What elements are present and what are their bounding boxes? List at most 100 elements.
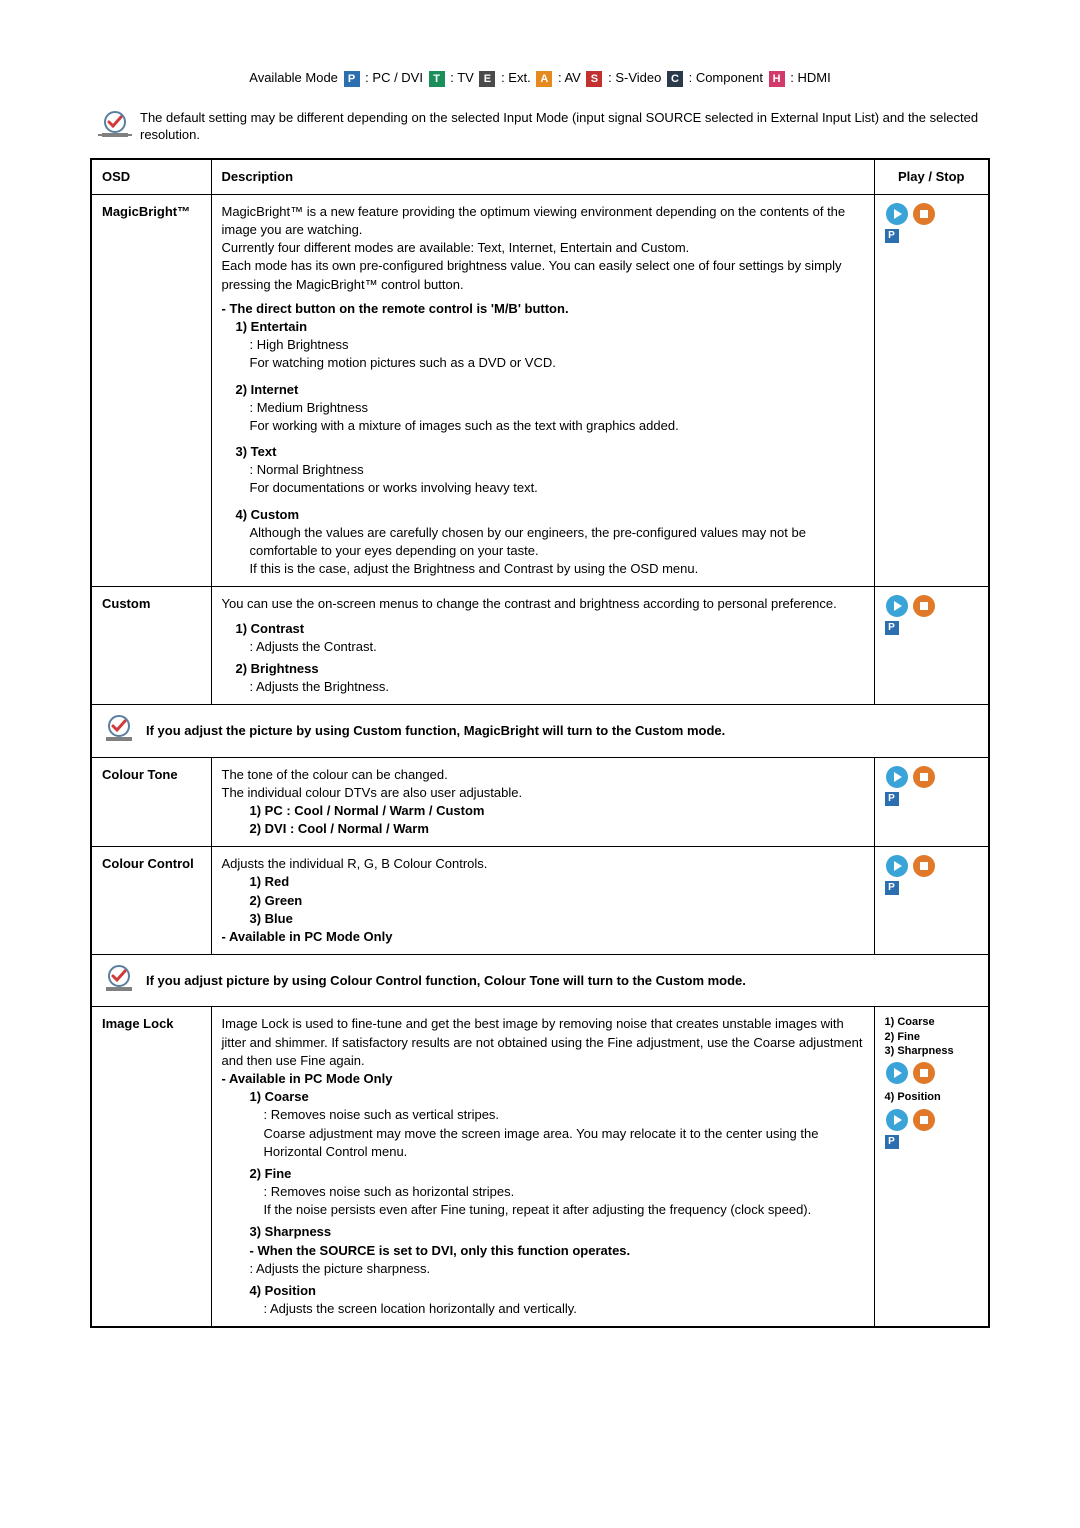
stop-icon: [913, 1109, 935, 1131]
mode-label-t: : TV: [450, 70, 474, 85]
stop-icon: [913, 595, 935, 617]
ct-intro: The tone of the colour can be changed. T…: [222, 766, 864, 802]
play-magicbright: P: [874, 194, 989, 587]
play-icon: [886, 203, 908, 225]
note-icon: [102, 713, 136, 748]
play-icon: [886, 1062, 908, 1084]
mb-opt4-a: Although the values are carefully chosen…: [250, 524, 864, 560]
osd-colour-tone: Colour Tone: [91, 757, 211, 847]
mode-badge-p-icon: P: [885, 1135, 899, 1149]
mode-label-p: : PC / DVI: [365, 70, 423, 85]
mode-badge-p: P: [344, 71, 360, 87]
il-opt3-a: : Adjusts the picture sharpness.: [250, 1260, 864, 1278]
il-play-label-4: 4) Position: [885, 1090, 979, 1104]
desc-colour-tone: The tone of the colour can be changed. T…: [211, 757, 874, 847]
row-colour-control: Colour Control Adjusts the individual R,…: [91, 847, 989, 955]
desc-magicbright: MagicBright™ is a new feature providing …: [211, 194, 874, 587]
mb-opt4-h: 4) Custom: [236, 506, 864, 524]
cc-opt2: 2) Green: [250, 892, 864, 910]
play-custom: P: [874, 587, 989, 705]
header-description: Description: [211, 159, 874, 195]
il-opt2-h: 2) Fine: [250, 1165, 864, 1183]
available-mode-prefix: Available Mode: [249, 70, 338, 85]
note-row-2: If you adjust picture by using Colour Co…: [91, 955, 989, 1007]
play-colour-tone: P: [874, 757, 989, 847]
il-play-label-1: 1) Coarse: [885, 1015, 979, 1029]
intro-note-text: The default setting may be different dep…: [140, 109, 990, 144]
custom-opt1-a: : Adjusts the Contrast.: [250, 638, 864, 656]
play-icon: [886, 766, 908, 788]
mode-label-e: : Ext.: [501, 70, 531, 85]
il-opt4-h: 4) Position: [250, 1282, 864, 1300]
mode-badge-p-icon: P: [885, 621, 899, 635]
mb-opt1-a: : High Brightness: [250, 336, 864, 354]
stop-icon: [913, 766, 935, 788]
cc-opt1: 1) Red: [250, 873, 864, 891]
play-icon: [886, 1109, 908, 1131]
note-icon: [102, 963, 136, 998]
il-opt1-a: : Removes noise such as vertical stripes…: [264, 1106, 864, 1124]
mode-badge-s: S: [586, 71, 602, 87]
mb-opt1-h: 1) Entertain: [236, 318, 864, 336]
desc-colour-control: Adjusts the individual R, G, B Colour Co…: [211, 847, 874, 955]
il-opt2-a: : Removes noise such as horizontal strip…: [264, 1183, 864, 1201]
stop-icon: [913, 855, 935, 877]
il-opt3-note: - When the SOURCE is set to DVI, only th…: [250, 1242, 864, 1260]
row-image-lock: Image Lock Image Lock is used to fine-tu…: [91, 1007, 989, 1328]
il-opt2-b: If the noise persists even after Fine tu…: [264, 1201, 864, 1219]
osd-custom: Custom: [91, 587, 211, 705]
ct-opt1: 1) PC : Cool / Normal / Warm / Custom: [250, 802, 864, 820]
header-osd: OSD: [91, 159, 211, 195]
note2-text: If you adjust picture by using Colour Co…: [146, 972, 746, 990]
mb-opt4-b: If this is the case, adjust the Brightne…: [250, 560, 864, 578]
header-play-stop: Play / Stop: [874, 159, 989, 195]
mb-direct: - The direct button on the remote contro…: [222, 300, 864, 318]
play-colour-control: P: [874, 847, 989, 955]
row-custom: Custom You can use the on-screen menus t…: [91, 587, 989, 705]
ct-opt2: 2) DVI : Cool / Normal / Warm: [250, 820, 864, 838]
mb-intro: MagicBright™ is a new feature providing …: [222, 203, 864, 294]
il-opt4-a: : Adjusts the screen location horizontal…: [264, 1300, 864, 1318]
row-magicbright: MagicBright™ MagicBright™ is a new featu…: [91, 194, 989, 587]
mode-label-s: : S-Video: [608, 70, 661, 85]
cc-avail: - Available in PC Mode Only: [222, 928, 864, 946]
il-play-label-2: 2) Fine: [885, 1030, 979, 1044]
mode-label-h: : HDMI: [790, 70, 830, 85]
note-icon: [90, 109, 140, 142]
mb-opt1-b: For watching motion pictures such as a D…: [250, 354, 864, 372]
desc-custom: You can use the on-screen menus to chang…: [211, 587, 874, 705]
mode-label-c: : Component: [689, 70, 763, 85]
il-intro: Image Lock is used to fine-tune and get …: [222, 1015, 864, 1070]
mb-opt2-b: For working with a mixture of images suc…: [250, 417, 864, 435]
mode-badge-p-icon: P: [885, 881, 899, 895]
desc-image-lock: Image Lock is used to fine-tune and get …: [211, 1007, 874, 1328]
mode-badge-e: E: [479, 71, 495, 87]
mb-opt3-h: 3) Text: [236, 443, 864, 461]
mode-badge-a: A: [536, 71, 552, 87]
custom-opt2-h: 2) Brightness: [236, 660, 864, 678]
mb-opt3-b: For documentations or works involving he…: [250, 479, 864, 497]
mode-badge-p-icon: P: [885, 229, 899, 243]
custom-intro: You can use the on-screen menus to chang…: [222, 595, 864, 613]
row-colour-tone: Colour Tone The tone of the colour can b…: [91, 757, 989, 847]
play-icon: [886, 855, 908, 877]
il-opt1-h: 1) Coarse: [250, 1088, 864, 1106]
mode-badge-c: C: [667, 71, 683, 87]
il-avail: - Available in PC Mode Only: [222, 1070, 864, 1088]
stop-icon: [913, 203, 935, 225]
stop-icon: [913, 1062, 935, 1084]
mb-opt3-a: : Normal Brightness: [250, 461, 864, 479]
mode-label-a: : AV: [558, 70, 581, 85]
mb-opt2-a: : Medium Brightness: [250, 399, 864, 417]
note1-text: If you adjust the picture by using Custo…: [146, 722, 725, 740]
play-image-lock: 1) Coarse 2) Fine 3) Sharpness 4) Positi…: [874, 1007, 989, 1328]
play-icon: [886, 595, 908, 617]
table-header-row: OSD Description Play / Stop: [91, 159, 989, 195]
mb-opt2-h: 2) Internet: [236, 381, 864, 399]
il-play-label-3: 3) Sharpness: [885, 1044, 979, 1058]
intro-note-block: The default setting may be different dep…: [90, 109, 990, 144]
il-opt3-h: 3) Sharpness: [250, 1223, 864, 1241]
mode-badge-h: H: [769, 71, 785, 87]
custom-opt1-h: 1) Contrast: [236, 620, 864, 638]
note-row-1: If you adjust the picture by using Custo…: [91, 705, 989, 757]
